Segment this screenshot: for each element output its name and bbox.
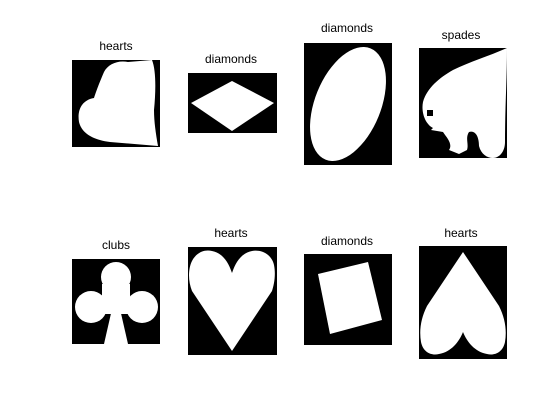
card-image-diamond-rounded bbox=[304, 43, 392, 165]
card-image-club bbox=[72, 259, 160, 344]
inverted-heart-shape bbox=[420, 252, 506, 355]
oval-diamond-shape bbox=[310, 47, 386, 161]
panel-label: hearts bbox=[214, 226, 248, 240]
panel-label: spades bbox=[441, 28, 481, 42]
card-image-heart-tilted bbox=[72, 60, 160, 147]
card-image-heart-inverted bbox=[419, 246, 507, 359]
panel-label: diamonds bbox=[320, 234, 374, 248]
panel-label: diamonds bbox=[320, 21, 374, 35]
card-image-spade-tilted bbox=[419, 48, 507, 158]
panel-label: clubs bbox=[101, 238, 130, 252]
spade-shape bbox=[422, 48, 507, 158]
heart-shape bbox=[78, 60, 158, 146]
panel-label: hearts bbox=[444, 226, 478, 240]
heart-shape bbox=[189, 250, 275, 351]
panel-label: hearts bbox=[99, 39, 133, 53]
card-image-diamond-flat bbox=[188, 73, 277, 133]
club-shape bbox=[75, 262, 158, 344]
panel-label: diamonds bbox=[204, 52, 258, 66]
diamond-shape bbox=[191, 81, 274, 131]
card-image-diamond-rotated bbox=[304, 254, 392, 345]
rotated-square-shape bbox=[318, 262, 382, 334]
card-image-heart-upright bbox=[188, 247, 277, 355]
